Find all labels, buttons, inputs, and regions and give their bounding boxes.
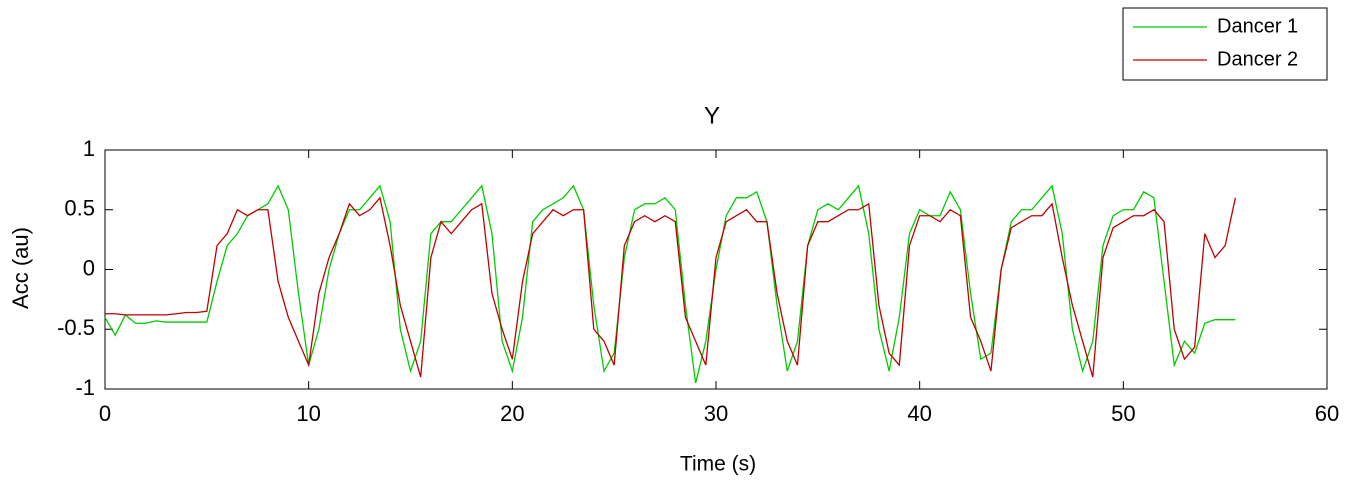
- y-tick-label: 1: [83, 136, 95, 161]
- legend-box: [1122, 7, 1328, 81]
- y-tick-label: -0.5: [57, 315, 95, 340]
- data-line: [104, 184, 1236, 384]
- legend-label: Dancer 1: [1217, 15, 1298, 37]
- x-tick-label: 50: [1111, 401, 1135, 426]
- x-tick-label: 10: [296, 401, 320, 426]
- x-axis-label: Time (s): [680, 453, 756, 476]
- y-tick-label: 0.5: [64, 196, 95, 221]
- y-tick-label: -1: [75, 375, 95, 400]
- y-tick-label: 0: [83, 255, 95, 280]
- x-tick-label: 30: [704, 401, 728, 426]
- legend-label: Dancer 2: [1217, 48, 1298, 70]
- chart-title: Y: [704, 102, 720, 129]
- x-tick-label: 60: [1315, 401, 1339, 426]
- y-axis-label: Acc (au): [8, 227, 33, 309]
- x-tick-label: 0: [99, 401, 111, 426]
- x-tick-label: 40: [907, 401, 931, 426]
- x-tick-label: 20: [500, 401, 524, 426]
- data-line: [105, 196, 1236, 378]
